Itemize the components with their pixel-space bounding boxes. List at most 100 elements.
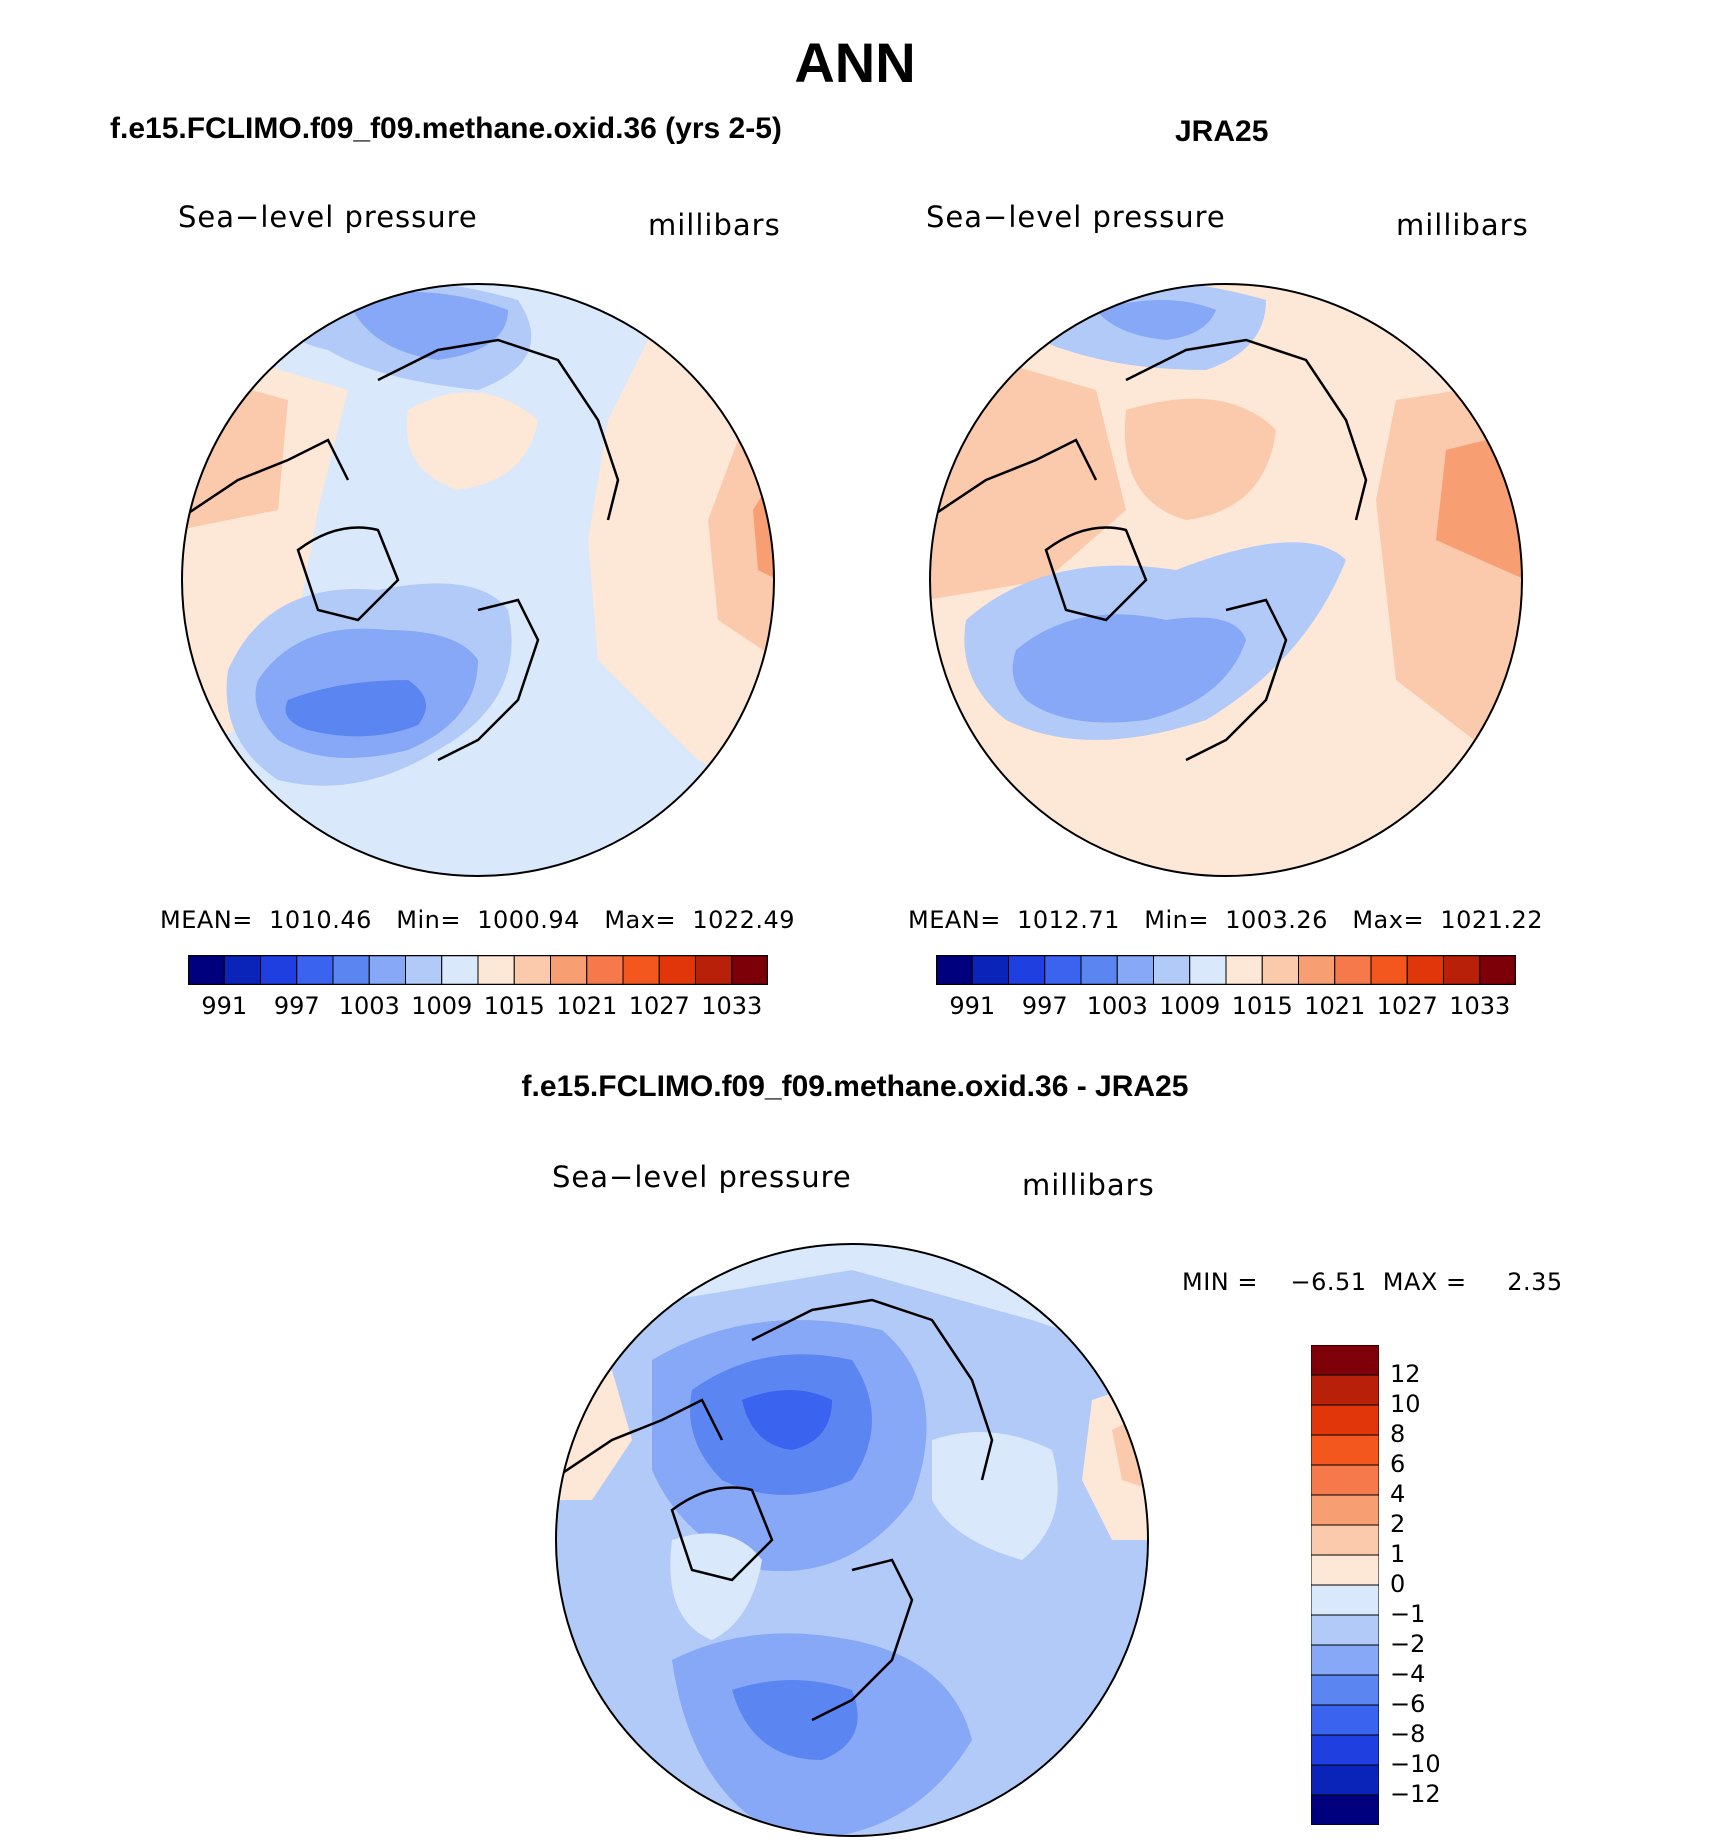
colorbar-tick-label: 1003 [338,992,400,1020]
colorbar-model-ticks: 991 997 1003 1009 1015 1021 1027 1033 [188,992,768,1022]
panel-1-units: millibars [648,208,781,242]
colorbar-tick-label: 1027 [1376,992,1438,1020]
colorbar-difference [1311,1345,1379,1825]
map-1-greenland-coast [296,526,400,622]
colorbar-swatch [695,955,733,985]
colorbar-swatch [1153,955,1191,985]
map-3-eurasia-coast [751,1298,994,1481]
colorbar-swatch [1311,1794,1379,1825]
colorbar-tick-label: 1003 [1086,992,1148,1020]
colorbar-swatch [586,955,624,985]
colorbar-swatch [1080,955,1118,985]
colorbar-tick-label: 1 [1390,1540,1406,1568]
colorbar-tick-label: −6 [1390,1690,1426,1718]
colorbar-swatch [622,955,660,985]
colorbar-tick-label: 991 [201,992,248,1020]
colorbar-swatch [368,955,406,985]
colorbar-tick-label: 1021 [1304,992,1366,1020]
colorbar-tick-label: 1033 [1449,992,1511,1020]
colorbar-jra25-ticks: 991 997 1003 1009 1015 1021 1027 1033 [936,992,1516,1022]
colorbar-tick-label: 6 [1390,1450,1406,1478]
colorbar-tick-label: 2 [1390,1510,1406,1538]
map-2-icelandic-low-core [1012,614,1246,723]
colorbar-swatch [1311,1644,1379,1676]
colorbar-swatch [1311,1584,1379,1616]
colorbar-swatch [550,955,588,985]
colorbar-frame [936,955,1516,985]
colorbar-swatch [1311,1674,1379,1706]
colorbar-frame [188,955,768,985]
map-jra25-slp [929,283,1523,877]
colorbar-swatch [1443,955,1481,985]
colorbar-swatch [188,955,225,985]
colorbar-tick-label: 4 [1390,1480,1406,1508]
main-title: ANN [794,31,916,94]
colorbar-jra25 [936,955,1516,985]
colorbar-tick-label: 1009 [1159,992,1221,1020]
map-difference-slp [555,1243,1149,1837]
colorbar-swatch [1311,1404,1379,1436]
panel-1-variable: Sea−level pressure [178,200,478,234]
colorbar-tick-label: 1021 [556,992,618,1020]
colorbar-tick-label: −4 [1390,1660,1426,1688]
panel-3-units: millibars [1022,1168,1155,1202]
map-3-scandinavia-coast [811,1558,914,1722]
colorbar-swatch [513,955,551,985]
map-3-negative-arctic-core [742,1390,832,1450]
panel-2-title: JRA25 [1175,115,1269,148]
map-3-north-america-coast [556,1398,724,1482]
colorbar-swatch [1370,955,1408,985]
colorbar-tick-label: −10 [1390,1750,1441,1778]
panel-3-variable: Sea−level pressure [552,1160,852,1194]
colorbar-swatch [1261,955,1299,985]
map-3-near-zero-east [932,1432,1058,1560]
colorbar-tick-label: 1009 [411,992,473,1020]
colorbar-swatch [296,955,334,985]
colorbar-swatch [1311,1345,1379,1376]
colorbar-swatch [1479,955,1516,985]
map-3-negative-atlantic-core [732,1680,858,1760]
map-2-scandinavia-coast [1185,598,1288,762]
colorbar-swatch [260,955,298,985]
colorbar-swatch [441,955,479,985]
colorbar-tick-label: 991 [949,992,996,1020]
panel-2-units: millibars [1396,208,1529,242]
colorbar-tick-label: 1033 [701,992,763,1020]
colorbar-swatch [1116,955,1154,985]
colorbar-swatch [223,955,261,985]
colorbar-swatch [731,955,768,985]
colorbar-tick-label: 8 [1390,1420,1406,1448]
colorbar-swatch [1311,1704,1379,1736]
panel-3-title: f.e15.FCLIMO.f09_f09.methane.oxid.36 - J… [521,1070,1189,1103]
map-2-arctic-high [1124,398,1276,520]
colorbar-tick-label: −1 [1390,1600,1426,1628]
colorbar-swatch [1311,1764,1379,1796]
panel-3-stats: MIN = −6.51 MAX = 2.35 [1182,1268,1563,1296]
colorbar-swatch [1311,1464,1379,1496]
map-1-arctic-high [406,392,538,490]
map-2-border [929,283,1523,877]
colorbar-swatch [971,955,1009,985]
colorbar-model [188,955,768,985]
colorbar-swatch [1311,1494,1379,1526]
map-1-icelandic-low-core [285,680,426,737]
colorbar-tick-label: 1015 [483,992,545,1020]
map-2-greenland-coast [1044,526,1148,622]
colorbar-difference-ticks: 12 10 8 6 4 2 1 0 −1 −2 −4 −6 −8 −10 −12 [1390,1345,1470,1825]
colorbar-swatch [1311,1374,1379,1406]
colorbar-swatch [1225,955,1263,985]
map-2-eurasia-coast [1125,338,1368,521]
colorbar-swatch [658,955,696,985]
colorbar-swatch [1334,955,1372,985]
map-1-eurasia-coast [377,338,620,521]
colorbar-swatch [1311,1554,1379,1586]
colorbar-tick-label: 0 [1390,1570,1406,1598]
colorbar-tick-label: −2 [1390,1630,1426,1658]
map-1-pacific-low-core [348,292,508,360]
colorbar-swatch [936,955,973,985]
map-3-greenland-coast [670,1486,774,1582]
colorbar-tick-label: 10 [1390,1390,1421,1418]
colorbar-tick-label: 12 [1390,1360,1421,1388]
panel-2-stats: MEAN= 1012.71 Min= 1003.26 Max= 1021.22 [908,906,1544,934]
colorbar-swatch [1189,955,1227,985]
